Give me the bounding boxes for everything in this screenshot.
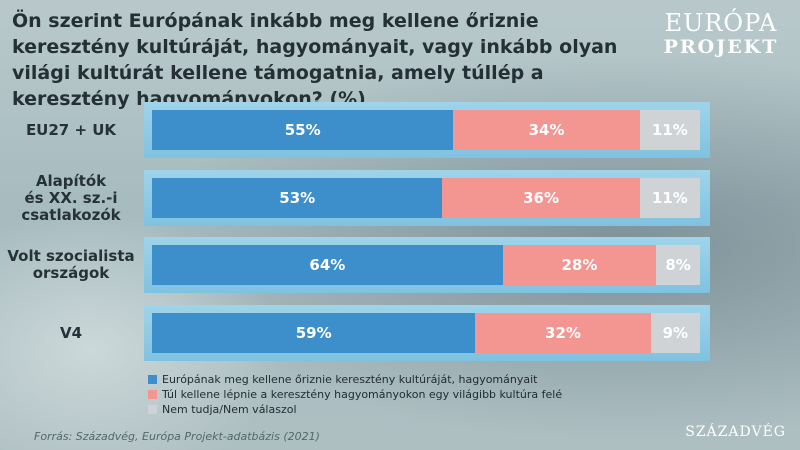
data-label: 11% <box>651 121 688 139</box>
legend-label-preserve: Európának meg kellene őriznie keresztény… <box>162 373 538 386</box>
bar-row: 64% 28% 8% <box>144 237 710 293</box>
bar-segment-secular: 28% <box>502 245 657 285</box>
bar-segment-secular: 34% <box>453 110 640 150</box>
category-label: EU27 + UK <box>25 120 117 139</box>
szazadveg-logo: SZÁZADVÉG <box>685 424 786 440</box>
category-label: Volt szocialista országok <box>7 247 135 282</box>
bar-segment-preserve: 64% <box>152 245 503 285</box>
legend-label-dontknow: Nem tudja/Nem válaszol <box>162 403 297 416</box>
legend-swatch-preserve <box>148 375 157 384</box>
data-label: 32% <box>545 324 581 342</box>
legend-item-secular: Túl kellene lépnie a keresztény hagyomán… <box>148 387 562 402</box>
category-label: V4 <box>59 323 83 342</box>
bar-segment-preserve: 53% <box>152 178 443 218</box>
legend-item-preserve: Európának meg kellene őriznie keresztény… <box>148 372 562 387</box>
data-label: 34% <box>528 121 565 139</box>
bar-segment-dontknow: 11% <box>639 110 700 150</box>
legend-swatch-secular <box>148 390 157 399</box>
data-label: 9% <box>662 324 689 342</box>
bar-segment-dontknow: 11% <box>639 178 700 218</box>
data-label: 11% <box>651 189 688 207</box>
data-label: 55% <box>284 121 321 139</box>
legend-item-dontknow: Nem tudja/Nem válaszol <box>148 402 562 417</box>
bar-segment-preserve: 55% <box>152 110 454 150</box>
bar-track: 64% 28% 8% <box>152 245 700 285</box>
bar-segment-secular: 32% <box>475 313 651 353</box>
legend: Európának meg kellene őriznie keresztény… <box>148 372 562 417</box>
chart-title: Ön szerint Európának inkább meg kellene … <box>12 10 618 110</box>
bar-segment-secular: 36% <box>442 178 640 218</box>
data-label: 53% <box>279 189 316 207</box>
category-label: Alapítók és XX. sz.-i csatlakozók <box>21 171 121 224</box>
bar-row: 53% 36% 11% <box>144 170 710 226</box>
source-note: Forrás: Századvég, Európa Projekt-adatbá… <box>34 430 320 443</box>
bar-track: 55% 34% 11% <box>152 110 700 150</box>
bar-track: 53% 36% 11% <box>152 178 700 218</box>
bar-row: 55% 34% 11% <box>144 102 710 158</box>
data-label: 59% <box>295 324 332 342</box>
bar-segment-dontknow: 8% <box>656 245 700 285</box>
legend-label-secular: Túl kellene lépnie a keresztény hagyomán… <box>162 388 563 401</box>
logo-top-text: EURÓPA <box>664 9 778 37</box>
logo-bottom-text: PROJEKT <box>663 36 779 58</box>
data-label: 28% <box>561 256 598 274</box>
bar-segment-preserve: 59% <box>152 313 476 353</box>
europa-projekt-logo: EURÓPA PROJEKT <box>656 10 786 58</box>
legend-swatch-dontknow <box>148 405 157 414</box>
bar-segment-dontknow: 9% <box>650 313 700 353</box>
data-label: 8% <box>665 256 691 274</box>
bar-track: 59% 32% 9% <box>152 313 700 353</box>
data-label: 64% <box>309 256 346 274</box>
data-label: 36% <box>523 189 560 207</box>
bar-row: 59% 32% 9% <box>144 305 710 361</box>
